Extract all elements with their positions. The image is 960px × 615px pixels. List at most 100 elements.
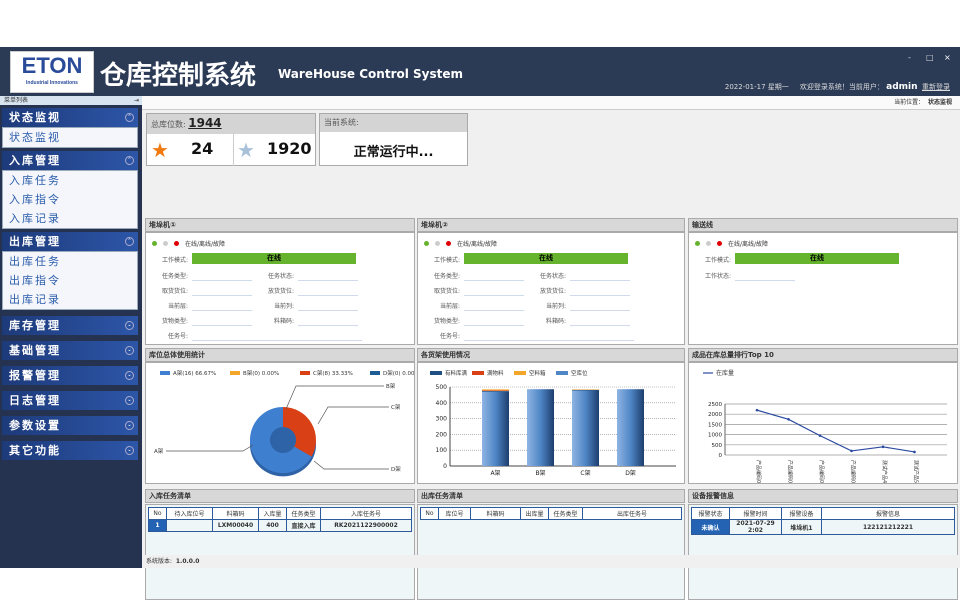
x-tick-label: C架 (580, 469, 590, 477)
status-legend: 在线/离线/故障 (695, 239, 768, 248)
chevron-down-icon[interactable]: ⌄ (125, 371, 134, 380)
slice-label: D架 (391, 466, 401, 473)
line-series (756, 409, 915, 453)
menu-group[interactable]: 报警管理 ⌄ (2, 366, 138, 385)
chevron-down-icon[interactable]: ⌄ (125, 446, 134, 455)
minimize-button[interactable]: - (908, 53, 911, 62)
free-slots: 1920 (267, 139, 312, 158)
bar-segment (482, 391, 509, 466)
y-tick-label: 0 (719, 453, 723, 459)
chevron-down-icon[interactable]: ⌄ (125, 396, 134, 405)
status-online-icon (695, 241, 700, 246)
field-value (464, 295, 524, 296)
status-fault-icon (717, 241, 722, 246)
maximize-button[interactable]: □ (926, 53, 934, 62)
current-user: admin (886, 82, 918, 92)
chevron-down-icon[interactable]: ⌄ (125, 346, 134, 355)
legend-swatch (370, 371, 380, 375)
menu-group[interactable]: 日志管理 ⌄ (2, 391, 138, 410)
menu-item[interactable]: 出库记录 (9, 293, 61, 306)
chevron-up-icon[interactable]: ⌃ (125, 156, 134, 165)
table-cell (166, 519, 213, 532)
field-value (735, 280, 795, 281)
menu-group[interactable]: 基础管理 ⌄ (2, 341, 138, 360)
field-value (192, 310, 252, 311)
field-label: 工作模式: (433, 257, 460, 264)
star-empty-icon: ★ (237, 138, 255, 162)
table-cell: 400 (258, 519, 287, 532)
menu-group[interactable]: 入库管理 ⌃ (2, 151, 138, 170)
bar-segment (527, 389, 554, 466)
y-tick-label: 200 (436, 431, 448, 438)
chevron-up-icon[interactable]: ⌃ (125, 113, 134, 122)
pie-slice (282, 406, 316, 457)
stacker1-panel: 在线/离线/故障 工作模式: 在线 任务类型: 任务状态: 取货货位: 放货货位: 当前层: 当… (145, 232, 415, 345)
bar-chart: 有料库满 满物料 空料箱 空库位 0 100 200 300 400 500 A架 B架 C架 D架 (430, 369, 676, 477)
field-label: 任务号: (439, 333, 460, 340)
x-tick-label: 产品编码00001 (755, 460, 762, 483)
system-status-panel: 当前系统: 正常运行中... (319, 113, 468, 166)
table-row[interactable]: 1 LXM00040 400 直接入库 RK2021122900002 (148, 519, 412, 532)
status-fault-icon (174, 241, 179, 246)
system-status: 正常运行中... (353, 145, 434, 160)
x-tick-label: 产品编码00002 (787, 460, 794, 483)
pie-panel-title: 库位总体使用统计 (145, 348, 415, 362)
menu-group[interactable]: 其它功能 ⌄ (2, 441, 138, 460)
field-label: 任务状态: (267, 273, 294, 280)
field-label: 工作状态: (704, 273, 731, 280)
stacker1-title: 堆垛机① (145, 218, 415, 232)
menu-group[interactable]: 状态监视 ⌃ (2, 108, 138, 127)
data-point (881, 445, 885, 449)
app-subtitle: WareHouse Control System (278, 67, 464, 81)
header-row: No 待入库位号 料箱码 入库量 任务类型 入库任务号 (148, 507, 412, 520)
column-header: No (420, 507, 439, 520)
field-label: 放货货位: (267, 288, 294, 295)
field-value (570, 295, 630, 296)
field-label: 货物类型: (161, 318, 188, 325)
table-cell: 122121212221 (821, 519, 955, 535)
app-window: ETON Industrial Innovations 仓库控制系统 WareHo… (0, 47, 960, 600)
field-label: 放货货位: (539, 288, 566, 295)
menu-group[interactable]: 参数设置 ⌄ (2, 416, 138, 435)
field-value (192, 340, 362, 341)
y-tick-label: 100 (436, 447, 448, 454)
main-content: 当前位置： 状态监视 总库位数: 1944 ★ 24 ★ 1920 当前系统: … (142, 96, 960, 600)
star-filled-icon: ★ (151, 138, 169, 162)
field-value (192, 325, 252, 326)
field-value (464, 310, 524, 311)
bar-segment (482, 389, 509, 391)
menu-item[interactable]: 入库指令 (9, 193, 61, 206)
field-value (298, 310, 358, 311)
menu-group[interactable]: 库存管理 ⌄ (2, 316, 138, 335)
chevron-down-icon[interactable]: ⌄ (125, 421, 134, 430)
chevron-down-icon[interactable]: ⌄ (125, 321, 134, 330)
field-label: 任务类型: (433, 273, 460, 280)
menu-item[interactable]: 出库任务 (9, 255, 61, 268)
menu-item[interactable]: 出库指令 (9, 274, 61, 287)
field-value (192, 280, 252, 281)
menu-item[interactable]: 状态监视 (9, 131, 61, 144)
field-value (192, 295, 252, 296)
menu: 状态监视 ⌃ 状态监视 入库管理 ⌃ 入库任务 入库指令 入库记录 出库管理 ⌃ 出库任务 出库指令出… (0, 108, 142, 460)
menu-group[interactable]: 出库管理 ⌃ (2, 232, 138, 251)
data-point (787, 418, 790, 421)
column-header: 库位号 (438, 507, 471, 520)
legend-swatch (514, 371, 526, 375)
field-label: 工作模式: (161, 257, 188, 264)
field-label: 任务状态: (539, 273, 566, 280)
menu-item[interactable]: 入库记录 (9, 212, 61, 225)
menu-sub-list: 入库任务入库指令入库记录 (2, 170, 138, 229)
field-value (298, 280, 358, 281)
chevron-up-icon[interactable]: ⌃ (125, 237, 134, 246)
data-point (755, 408, 759, 412)
legend-label: 满物料 (487, 369, 504, 377)
close-button[interactable]: × (944, 53, 951, 62)
status-offline-icon (435, 241, 440, 246)
outbound-title: 出库任务清单 (417, 489, 685, 503)
relogin-link[interactable]: 重新登录 (922, 83, 950, 91)
pin-icon[interactable]: ⇥ (133, 97, 139, 104)
table-row[interactable]: 未确认 2021-07-29 2:02 堆垛机1 122121212221 (691, 519, 955, 535)
field-value (298, 295, 358, 296)
stats-panel: 总库位数: 1944 ★ 24 ★ 1920 (146, 113, 316, 166)
menu-item[interactable]: 入库任务 (9, 174, 61, 187)
